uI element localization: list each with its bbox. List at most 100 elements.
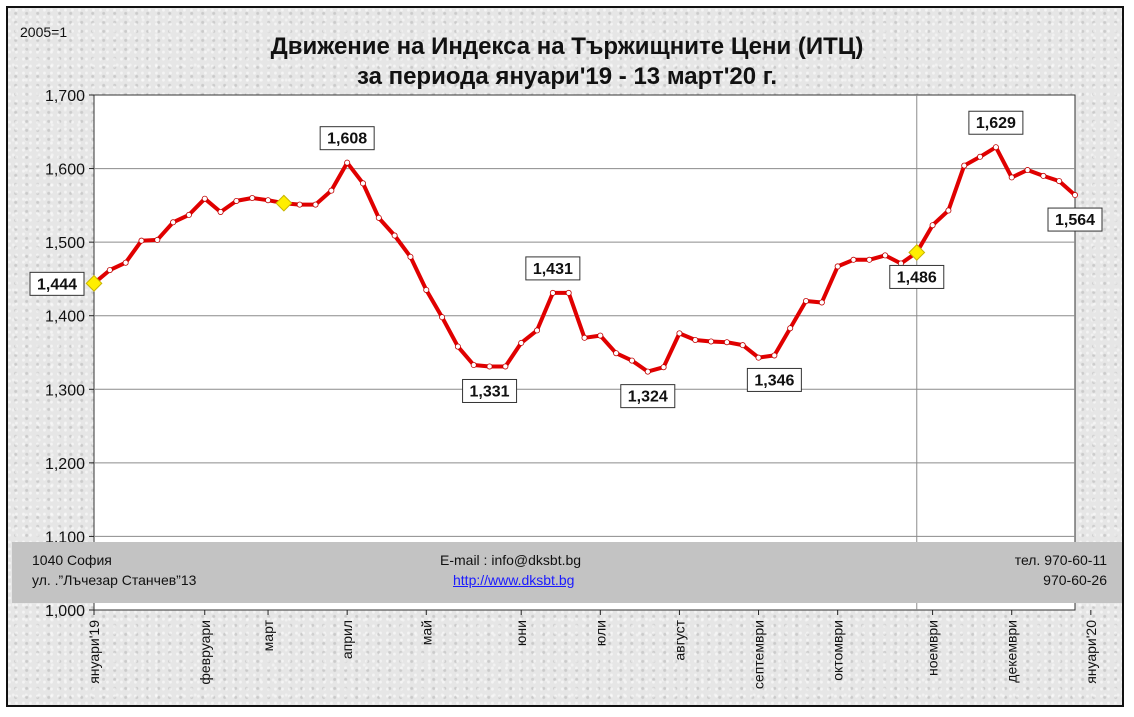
- data-point: [850, 256, 857, 263]
- data-point: [217, 208, 224, 215]
- y-tick-label: 1,200: [45, 456, 85, 473]
- label-layer: 1,444 1,608 1,331 1,431 1,324 1,346 1,486 1,629…: [29, 110, 1103, 409]
- data-label-box: [319, 126, 375, 151]
- unit-label: 2005=1: [20, 24, 67, 40]
- data-point: [628, 357, 635, 364]
- data-point: [803, 297, 810, 304]
- x-tick-label: октомври: [830, 620, 846, 681]
- data-label-box: [1047, 207, 1103, 232]
- chart-svg: 1,0001,1001,2001,3001,4001,5001,6001,700…: [20, 24, 1103, 689]
- highlight-marker: [275, 194, 293, 212]
- data-label: 1,324: [620, 384, 676, 409]
- data-point: [787, 325, 794, 332]
- data-point: [708, 338, 715, 345]
- data-point: [739, 342, 746, 349]
- x-tick-label: февруари: [197, 620, 213, 685]
- data-point: [534, 327, 541, 334]
- data-label: 1,444: [29, 271, 85, 296]
- data-label-box: [889, 264, 945, 289]
- data-label-text: 1,629: [976, 115, 1016, 132]
- x-tick-label: септември: [751, 620, 767, 689]
- data-label-box: [968, 110, 1024, 135]
- data-point: [312, 201, 319, 208]
- x-tick-label: юни: [513, 620, 529, 646]
- data-label-text: 1,331: [470, 383, 510, 400]
- data-label-text: 1,486: [897, 269, 937, 286]
- data-point: [518, 339, 525, 346]
- data-label-box: [525, 256, 581, 281]
- data-label-box: [620, 384, 676, 409]
- footer-phone-line2: 970-60-26: [1043, 572, 1107, 588]
- chart-title: Движение на Индекса на Тържищните Цени (…: [271, 33, 864, 60]
- y-tick-label: 1,600: [45, 162, 85, 179]
- data-label-text: 1,346: [754, 372, 794, 389]
- data-point: [644, 368, 651, 375]
- data-point: [344, 159, 351, 166]
- grid-layer: [94, 95, 1075, 610]
- data-point: [1056, 178, 1063, 185]
- data-point: [1024, 167, 1031, 174]
- data-point: [407, 253, 414, 260]
- data-label: 1,431: [525, 256, 581, 281]
- data-point: [201, 195, 208, 202]
- y-tick-label: 1,500: [45, 235, 85, 252]
- data-point: [359, 180, 366, 187]
- highlight-marker: [908, 243, 926, 261]
- x-tick-label: август: [671, 619, 687, 660]
- highlight-marker: [85, 274, 103, 292]
- footer-email: E-mail : info@dksbt.bg: [440, 552, 582, 568]
- data-label-text: 1,608: [327, 131, 367, 148]
- axis-layer: 1,0001,1001,2001,3001,4001,5001,6001,700…: [45, 88, 1099, 689]
- footer-website-link[interactable]: http://www.dksbt.bg: [453, 572, 575, 588]
- data-point: [170, 219, 177, 226]
- data-label: 1,608: [319, 126, 375, 151]
- data-point: [771, 352, 778, 359]
- data-point: [755, 354, 762, 361]
- data-point: [439, 314, 446, 321]
- x-tick-label: декември: [1004, 620, 1020, 683]
- x-tick-label: юли: [592, 620, 608, 646]
- data-point: [597, 332, 604, 339]
- x-tick-label: януари'20: [1083, 620, 1099, 684]
- data-point: [723, 339, 730, 346]
- data-point: [502, 363, 509, 370]
- data-point: [866, 256, 873, 263]
- data-point: [818, 299, 825, 306]
- data-point: [882, 252, 889, 259]
- plot-area: [93, 94, 1076, 611]
- data-label: 1,629: [968, 110, 1024, 135]
- data-point: [834, 263, 841, 270]
- footer-address-line2: ул. .”Лъчезар Станчев”13: [32, 572, 197, 588]
- data-point: [106, 267, 113, 274]
- data-point: [249, 194, 256, 201]
- x-tick-label: април: [339, 620, 355, 659]
- x-tick-label: януари'19: [86, 620, 102, 684]
- data-label-box: [462, 378, 518, 403]
- chart-frame: 1,000 1,100 1,200 1,300 1,400 1,500 1,600 1,700…: [6, 6, 1124, 707]
- chart-subtitle: за периода януари'19 - 13 март'20 г.: [357, 63, 777, 90]
- data-point: [565, 289, 572, 296]
- data-point: [470, 362, 477, 369]
- data-point: [454, 343, 461, 350]
- data-point: [581, 334, 588, 341]
- data-label-text: 1,444: [37, 276, 77, 293]
- data-point: [486, 363, 493, 370]
- data-point: [138, 237, 145, 244]
- y-tick-label: 1,700: [45, 88, 85, 105]
- data-point: [1008, 174, 1015, 181]
- y-tick-label: 1,400: [45, 309, 85, 326]
- data-point: [977, 153, 984, 160]
- data-label: 1,331: [462, 378, 518, 403]
- data-point: [154, 236, 161, 243]
- y-tick-label: 1,000: [45, 603, 85, 620]
- data-point: [122, 259, 129, 266]
- data-point: [676, 330, 683, 337]
- data-point: [961, 162, 968, 169]
- data-point: [375, 214, 382, 221]
- data-point: [549, 289, 556, 296]
- x-tick-label: май: [418, 620, 434, 645]
- data-label-box: [29, 271, 85, 296]
- data-point: [328, 187, 335, 194]
- data-label: 1,486: [889, 264, 945, 289]
- data-label-text: 1,431: [533, 261, 573, 278]
